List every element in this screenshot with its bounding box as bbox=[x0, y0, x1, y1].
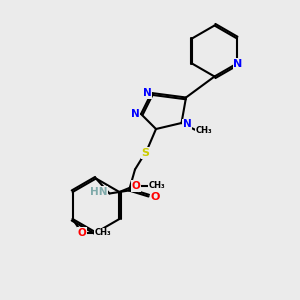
Text: N: N bbox=[233, 59, 243, 69]
Text: CH₃: CH₃ bbox=[196, 126, 212, 135]
Text: O: O bbox=[77, 227, 86, 238]
Text: O: O bbox=[131, 181, 140, 191]
Text: CH₃: CH₃ bbox=[148, 182, 165, 190]
Text: N: N bbox=[142, 88, 152, 98]
Text: N: N bbox=[131, 109, 140, 119]
Text: CH₃: CH₃ bbox=[94, 228, 111, 237]
Text: N: N bbox=[182, 119, 191, 130]
Text: S: S bbox=[142, 148, 149, 158]
Text: O: O bbox=[150, 191, 160, 202]
Text: HN: HN bbox=[90, 187, 108, 197]
